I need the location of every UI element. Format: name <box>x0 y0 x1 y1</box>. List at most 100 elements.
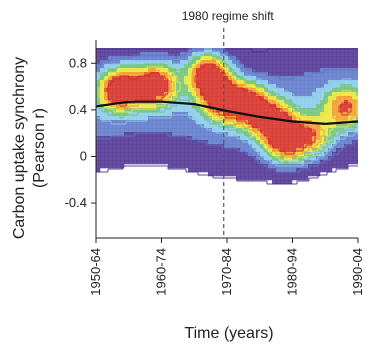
y-tick-label: -0.4 <box>65 195 87 210</box>
heatmap-cell <box>284 140 289 145</box>
heatmap-cell <box>192 160 197 165</box>
heatmap-cell <box>260 100 265 105</box>
heatmap-cell <box>280 144 285 149</box>
heatmap-cell <box>284 120 289 125</box>
heatmap-cell <box>344 148 349 153</box>
heatmap-cell <box>348 100 353 105</box>
heatmap-cell <box>300 60 305 65</box>
heatmap-cell <box>316 136 321 141</box>
heatmap-cell <box>276 148 281 153</box>
heatmap-cell <box>332 112 337 117</box>
heatmap-cell <box>136 132 141 137</box>
heatmap-cell <box>344 140 349 145</box>
heatmap-cell <box>280 136 285 141</box>
heatmap-cell <box>336 164 341 169</box>
heatmap-cell <box>144 124 149 129</box>
heatmap-cell <box>176 136 181 141</box>
heatmap-cell <box>280 124 285 129</box>
heatmap-cell <box>348 48 353 53</box>
heatmap-cell <box>156 124 161 129</box>
heatmap-cell <box>248 100 253 105</box>
heatmap-cell <box>236 104 241 109</box>
heatmap-cell <box>316 92 321 97</box>
heatmap-cell <box>248 148 253 153</box>
heatmap-cell <box>108 148 113 153</box>
heatmap-cell <box>260 176 265 181</box>
heatmap-cell <box>144 128 149 133</box>
heatmap-cell <box>208 80 213 85</box>
heatmap-cell <box>140 84 145 89</box>
heatmap-cell <box>268 80 273 85</box>
heatmap-cell <box>276 64 281 69</box>
heatmap-cell <box>136 92 141 97</box>
heatmap-cell <box>188 112 193 117</box>
heatmap-cell <box>256 68 261 73</box>
heatmap-cell <box>236 108 241 113</box>
heatmap-cell <box>308 108 313 113</box>
heatmap-cell <box>128 160 133 165</box>
heatmap-cell <box>200 144 205 149</box>
heatmap-cell <box>104 132 109 137</box>
heatmap-cell <box>336 96 341 101</box>
heatmap-cell <box>304 104 309 109</box>
heatmap-cell <box>200 156 205 161</box>
heatmap-cell <box>260 60 265 65</box>
heatmap-cell <box>308 96 313 101</box>
heatmap-cell <box>200 48 205 53</box>
heatmap-cell <box>240 160 245 165</box>
heatmap-cell <box>212 124 217 129</box>
heatmap-cell <box>188 160 193 165</box>
heatmap-cell <box>348 104 353 109</box>
heatmap-cell <box>168 132 173 137</box>
heatmap-cell <box>236 84 241 89</box>
heatmap-cell <box>200 116 205 121</box>
heatmap-cell <box>180 136 185 141</box>
heatmap-cell <box>276 96 281 101</box>
heatmap-cell <box>148 56 153 61</box>
heatmap-cell <box>188 164 193 169</box>
heatmap-cell <box>352 112 357 117</box>
heatmap-cell <box>140 104 145 109</box>
heatmap-cell <box>144 112 149 117</box>
heatmap-cell <box>224 72 229 77</box>
heatmap-cell <box>292 88 297 93</box>
heatmap-cell <box>208 112 213 117</box>
heatmap-cell <box>284 124 289 129</box>
heatmap-cell <box>348 84 353 89</box>
heatmap-cell <box>304 136 309 141</box>
heatmap-cell <box>352 160 357 165</box>
heatmap-cell <box>176 48 181 53</box>
heatmap-cell <box>100 132 105 137</box>
heatmap-cell <box>116 120 121 125</box>
heatmap-cell <box>140 56 145 61</box>
heatmap-cell <box>228 56 233 61</box>
heatmap-cell <box>268 76 273 81</box>
heatmap-cell <box>204 64 209 69</box>
heatmap-cell <box>184 124 189 129</box>
heatmap-cell <box>276 168 281 173</box>
heatmap-cell <box>132 52 137 57</box>
heatmap-cell <box>328 112 333 117</box>
heatmap-cell <box>124 136 129 141</box>
heatmap-cell <box>240 128 245 133</box>
heatmap-cell <box>244 52 249 57</box>
heatmap-cell <box>248 48 253 53</box>
heatmap-cell <box>200 132 205 137</box>
heatmap-cell <box>204 100 209 105</box>
heatmap-cell <box>220 148 225 153</box>
heatmap-cell <box>192 52 197 57</box>
heatmap-cell <box>240 72 245 77</box>
heatmap-cell <box>264 160 269 165</box>
heatmap-cell <box>324 60 329 65</box>
heatmap-cell <box>228 88 233 93</box>
heatmap-cell <box>256 88 261 93</box>
heatmap-cell <box>268 48 273 53</box>
heatmap-cell <box>116 108 121 113</box>
heatmap-cell <box>256 72 261 77</box>
heatmap-cell <box>164 76 169 81</box>
heatmap-cell <box>316 52 321 57</box>
heatmap-cell <box>180 156 185 161</box>
heatmap-cell <box>164 96 169 101</box>
heatmap-cell <box>148 84 153 89</box>
heatmap-cell <box>192 48 197 53</box>
